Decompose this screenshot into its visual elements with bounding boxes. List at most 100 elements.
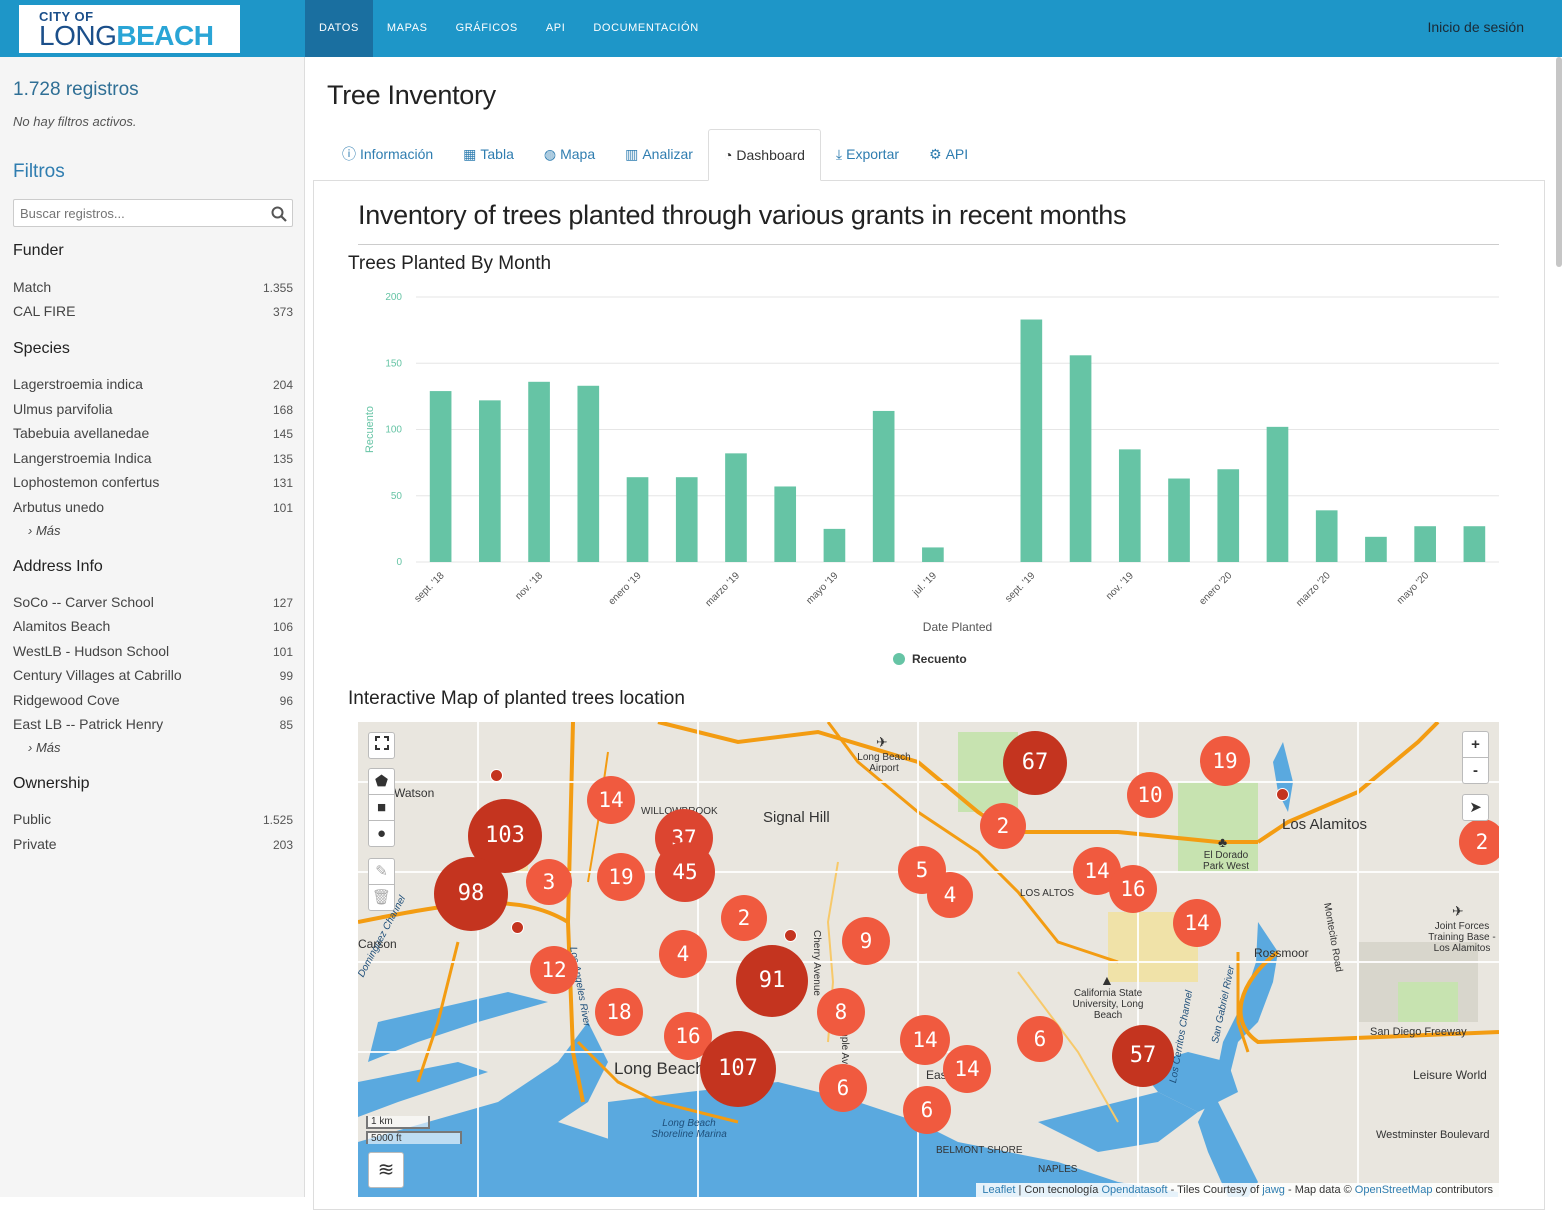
legend-label[interactable]: Recuento	[912, 652, 967, 666]
tab-analizar[interactable]: ▥ Analizar	[610, 129, 708, 181]
bar[interactable]	[1463, 526, 1486, 562]
nav-api[interactable]: API	[545, 22, 566, 34]
search-input[interactable]	[14, 200, 254, 226]
marker-cluster[interactable]: 4	[927, 872, 973, 918]
city-logo[interactable]: CITY OF LONGBEACH	[19, 5, 240, 53]
bar[interactable]	[429, 391, 452, 562]
facet-item[interactable]: Lophostemon confertus 131	[13, 474, 293, 490]
marker-cluster[interactable]: 107	[700, 1031, 776, 1107]
facet-item[interactable]: Langerstroemia Indica 135	[13, 450, 293, 466]
leaflet-link[interactable]: Leaflet	[982, 1184, 1016, 1196]
facet-item[interactable]: Tabebuia avellanedae 145	[13, 425, 293, 441]
facet-item[interactable]: WestLB - Hudson School 101	[13, 643, 293, 659]
nav-graficos[interactable]: GRÁFICOS	[455, 22, 518, 34]
bar[interactable]	[1069, 355, 1092, 562]
zoom-out-button[interactable]: -	[1462, 757, 1489, 784]
facet-item[interactable]: Public 1.525	[13, 811, 293, 827]
osm-link[interactable]: OpenStreetMap	[1354, 1184, 1433, 1196]
bar[interactable]	[1365, 536, 1387, 562]
facet-item[interactable]: Ridgewood Cove 96	[13, 692, 293, 708]
marker-cluster[interactable]: 19	[597, 853, 645, 901]
marker-cluster[interactable]: 3	[526, 859, 572, 905]
facet-item[interactable]: CAL FIRE 373	[13, 303, 293, 319]
tab-informacion[interactable]: ⓘ Información	[327, 129, 448, 181]
marker-cluster[interactable]: 91	[736, 945, 808, 1017]
marker-cluster[interactable]: 14	[587, 776, 635, 824]
marker-cluster[interactable]: 12	[530, 946, 578, 994]
jawg-link[interactable]: jawg	[1262, 1184, 1285, 1196]
facet-item[interactable]: Arbutus unedo 101	[13, 499, 293, 515]
draw-circle-button[interactable]: ●	[368, 820, 395, 847]
tree-marker[interactable]	[490, 769, 503, 782]
tab-dashboard[interactable]: ◔ Dashboard	[707, 129, 821, 181]
marker-cluster[interactable]: 6	[903, 1086, 951, 1134]
page-scrollbar[interactable]	[1556, 57, 1562, 267]
draw-rectangle-button[interactable]: ■	[368, 794, 395, 821]
nav-datos[interactable]: DATOS	[305, 0, 373, 57]
bar[interactable]	[725, 453, 747, 562]
facet-item[interactable]: Alamitos Beach 106	[13, 618, 293, 634]
facet-item[interactable]: Lagerstroemia indica 204	[13, 376, 293, 392]
marker-cluster[interactable]: 45	[655, 842, 715, 902]
facet-item[interactable]: Private 203	[13, 836, 293, 852]
marker-cluster[interactable]: 4	[659, 930, 707, 978]
bar[interactable]	[1020, 319, 1043, 562]
bar[interactable]	[479, 400, 501, 562]
fullscreen-button[interactable]	[368, 732, 395, 759]
tab-api[interactable]: ⚙ API	[914, 129, 983, 181]
bar[interactable]	[675, 477, 698, 562]
tree-marker[interactable]	[511, 921, 524, 934]
tree-marker[interactable]	[1276, 788, 1289, 801]
bar[interactable]	[823, 528, 846, 562]
bar[interactable]	[528, 381, 550, 562]
marker-cluster[interactable]: 8	[817, 988, 865, 1036]
marker-cluster[interactable]: 14	[943, 1045, 991, 1093]
opendatasoft-link[interactable]: Opendatasoft	[1101, 1184, 1168, 1196]
bar[interactable]	[1315, 510, 1338, 562]
marker-cluster[interactable]: 98	[434, 857, 508, 931]
tree-marker[interactable]	[784, 929, 797, 942]
bar[interactable]	[1118, 449, 1141, 562]
bar[interactable]	[1217, 469, 1240, 562]
bar[interactable]	[1168, 478, 1190, 562]
marker-cluster[interactable]: 6	[819, 1064, 867, 1112]
bar[interactable]	[1266, 426, 1289, 562]
layers-button[interactable]: ≋	[368, 1152, 404, 1188]
locate-button[interactable]: ➤	[1462, 794, 1489, 821]
tree-location-map[interactable]: Watson WILLOWBROOK Signal Hill Long Beac…	[358, 722, 1499, 1197]
nav-mapas[interactable]: MAPAS	[386, 22, 428, 34]
bar[interactable]	[922, 547, 944, 562]
marker-cluster[interactable]: 57	[1112, 1025, 1174, 1087]
more-address-link[interactable]: › Más	[28, 740, 61, 755]
marker-cluster[interactable]: 14	[900, 1015, 950, 1065]
facet-item[interactable]: SoCo -- Carver School 127	[13, 594, 293, 610]
login-link[interactable]: Inicio de sesión	[1427, 19, 1524, 35]
bar[interactable]	[872, 410, 895, 562]
marker-cluster[interactable]: 9	[842, 917, 890, 965]
marker-cluster[interactable]: 18	[595, 988, 643, 1036]
draw-polygon-button[interactable]: ⬟	[368, 768, 395, 795]
bar[interactable]	[577, 385, 600, 562]
marker-cluster[interactable]: 6	[1017, 1016, 1063, 1062]
facet-item[interactable]: Ulmus parvifolia 168	[13, 401, 293, 417]
facet-item[interactable]: East LB -- Patrick Henry 85	[13, 716, 293, 732]
zoom-in-button[interactable]: +	[1462, 731, 1489, 758]
bar[interactable]	[626, 477, 649, 562]
marker-cluster[interactable]: 14	[1173, 899, 1221, 947]
marker-cluster[interactable]: 2	[721, 895, 767, 941]
facet-item[interactable]: Match 1.355	[13, 279, 293, 295]
marker-cluster[interactable]: 67	[1003, 731, 1067, 795]
tab-tabla[interactable]: ▦ Tabla	[448, 129, 529, 181]
marker-cluster[interactable]: 19	[1200, 736, 1250, 786]
marker-cluster[interactable]: 2	[980, 803, 1026, 849]
facet-item[interactable]: Century Villages at Cabrillo 99	[13, 667, 293, 683]
search-icon[interactable]	[271, 206, 287, 222]
marker-cluster[interactable]: 2	[1459, 819, 1499, 865]
bar[interactable]	[1414, 526, 1436, 562]
tab-mapa[interactable]: ◍ Mapa	[529, 129, 610, 181]
more-species-link[interactable]: › Más	[28, 523, 61, 538]
edit-shapes-button[interactable]: ✎	[368, 858, 395, 885]
delete-shapes-button[interactable]: 🗑	[368, 884, 395, 911]
marker-cluster[interactable]: 10	[1127, 772, 1173, 818]
tab-exportar[interactable]: ⤓ Exportar	[821, 129, 914, 181]
